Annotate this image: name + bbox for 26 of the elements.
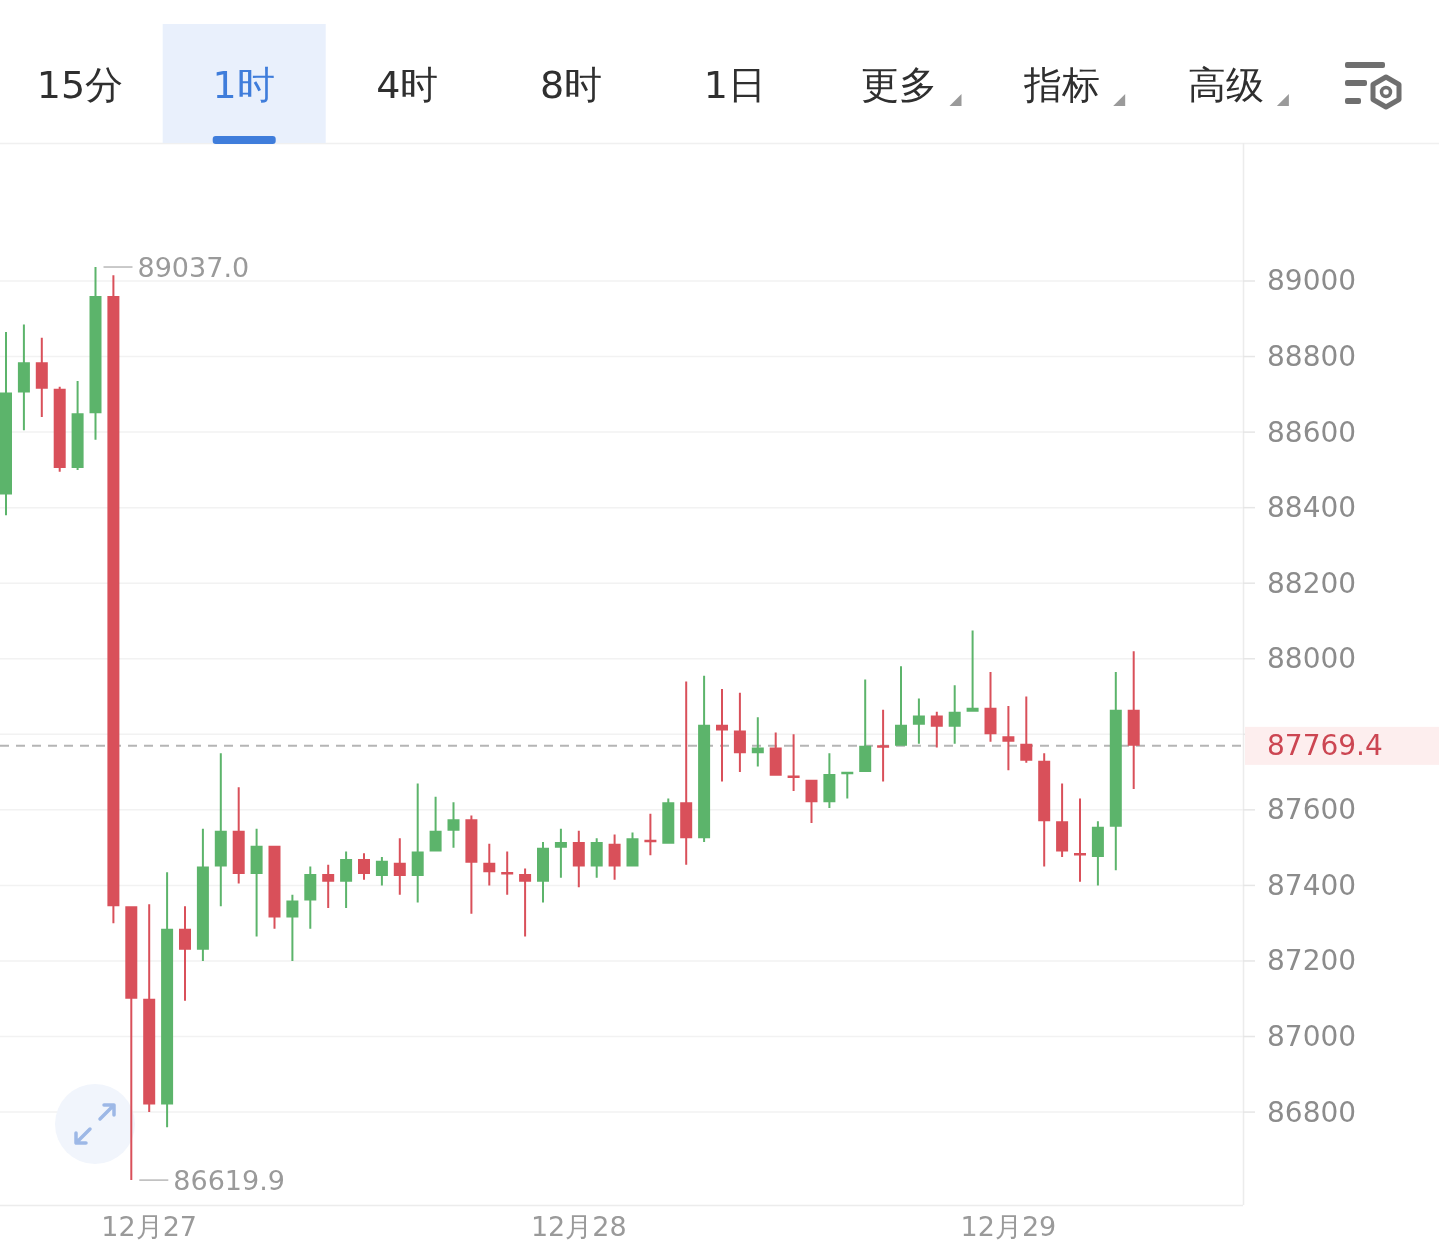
tab-label: 8时	[540, 63, 603, 107]
tab-label: 更多	[860, 63, 937, 107]
tab-label: 1日	[703, 63, 766, 107]
note: 89037.0	[137, 251, 250, 283]
x-tick-label: 12月27	[101, 1210, 198, 1242]
y-tick-label: 86800	[1267, 1095, 1357, 1129]
y-tick-label: 88000	[1267, 642, 1357, 676]
y-tick-label: 87200	[1267, 944, 1357, 978]
y-tick-label: 88800	[1267, 340, 1357, 374]
tab-label: 指标	[1024, 63, 1101, 107]
y-tick-label: 87000	[1267, 1020, 1357, 1053]
tab-label: 4时	[376, 63, 439, 107]
x-tick-label: 12月28	[530, 1210, 627, 1242]
tab-label: 1时	[212, 63, 275, 107]
y-tick-label: 88600	[1267, 415, 1357, 449]
x-tick-label: 12月29	[960, 1210, 1057, 1242]
y-tick-label: 88200	[1267, 566, 1357, 600]
note: 86619.9	[173, 1164, 285, 1196]
tab-label: 15分	[36, 63, 124, 107]
tab-label: 高级	[1187, 63, 1264, 107]
y-tick-label: 87400	[1267, 868, 1357, 902]
y-tick-label: 87600	[1267, 793, 1357, 827]
y-tick-label: 88400	[1267, 491, 1357, 525]
ref-line-label: 87769.4	[1267, 729, 1383, 763]
ref-label: 87769.4	[1245, 726, 1439, 765]
y-tick-label: 89000	[1267, 264, 1357, 298]
